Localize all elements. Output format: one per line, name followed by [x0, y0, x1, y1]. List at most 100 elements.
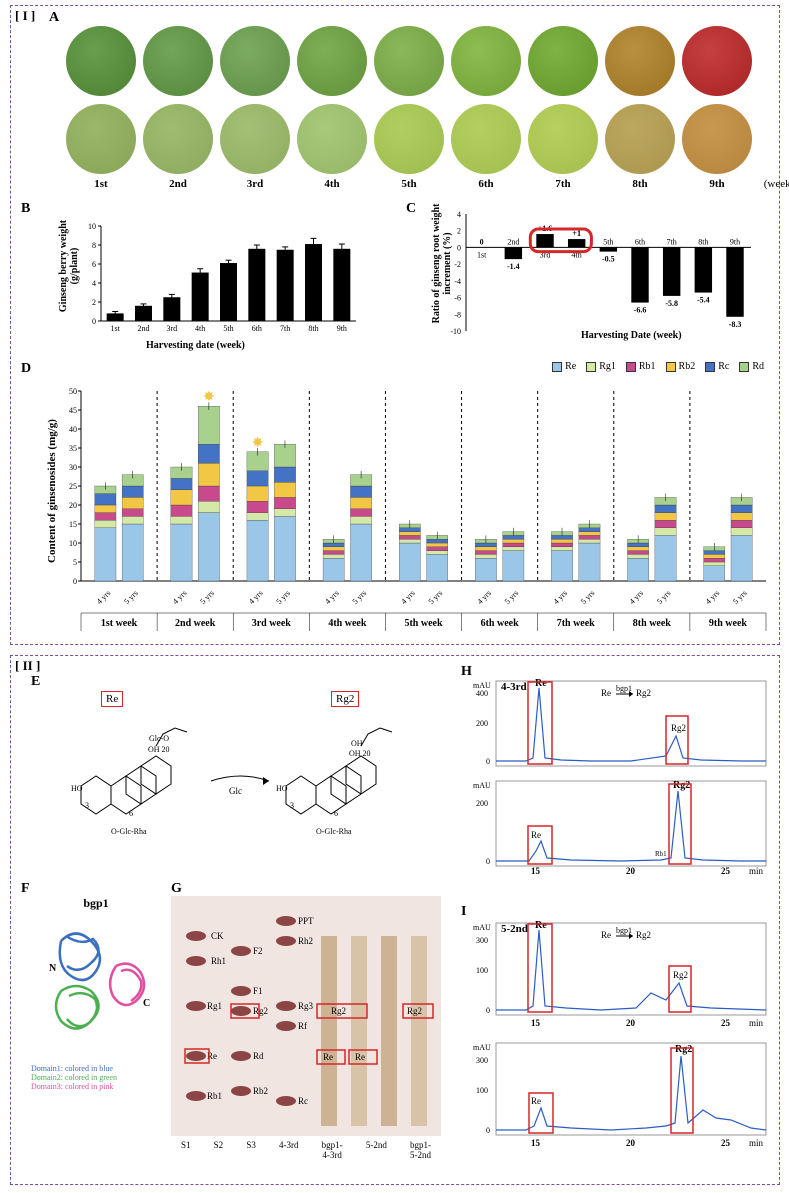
lane-s2: S2: [214, 1140, 224, 1160]
week-label: 3rd: [220, 178, 290, 190]
H-top: mAU 400 200 0 Re Rg2 Re Rg2 bgp1: [471, 676, 771, 776]
panelH-area: 4-3rd mAU 400 200 0 Re Rg2 Re Rg2 bgp1 m…: [471, 676, 771, 886]
svg-text:2nd week: 2nd week: [175, 618, 216, 629]
svg-text:1st: 1st: [477, 250, 487, 259]
svg-text:mAU: mAU: [473, 923, 491, 932]
svg-text:-1.4: -1.4: [507, 262, 520, 271]
svg-text:6: 6: [92, 260, 96, 269]
chartB-svg: 02468101st2nd3rd4th5th6th7th8th9th: [66, 216, 366, 346]
svg-text:7th week: 7th week: [557, 618, 595, 629]
powder-photo: [682, 104, 752, 174]
svg-text:Rg2: Rg2: [675, 1044, 692, 1055]
svg-text:4 yrs: 4 yrs: [247, 588, 265, 606]
svg-text:200: 200: [476, 719, 488, 728]
sub-I: I: [461, 904, 466, 920]
svg-text:4 yrs: 4 yrs: [628, 588, 646, 606]
F-leg1: Domain1: colored in blue: [31, 1064, 161, 1073]
svg-text:25: 25: [721, 1138, 731, 1148]
svg-text:5 yrs: 5 yrs: [198, 588, 216, 606]
svg-text:4: 4: [457, 210, 461, 219]
lane-bgp52: bgp1- 5-2nd: [410, 1140, 431, 1160]
powder-photo: [297, 104, 367, 174]
svg-text:-5.4: -5.4: [697, 296, 710, 305]
I-top: mAU 300 100 0 Re Rg2 Re Rg2 bgp1 15 20 2…: [471, 918, 771, 1028]
svg-text:5: 5: [73, 558, 77, 567]
svg-text:45: 45: [69, 406, 77, 415]
svg-text:0: 0: [486, 857, 490, 866]
powder-photo: [143, 104, 213, 174]
svg-text:7th: 7th: [667, 237, 677, 246]
E-Rg2-label: Rg2: [331, 691, 359, 707]
powder-photo: [528, 104, 598, 174]
svg-text:6th: 6th: [252, 324, 262, 333]
svg-text:Rg2: Rg2: [253, 1006, 268, 1016]
gel-lanes: S1 S2 S3 4-3rd bgp1- 4-3rd 5-2nd bgp1- 5…: [181, 1140, 431, 1160]
svg-text:Rg2: Rg2: [636, 688, 651, 698]
svg-text:8th: 8th: [698, 237, 708, 246]
svg-text:Rb1: Rb1: [207, 1091, 222, 1101]
svg-text:-8: -8: [454, 310, 461, 319]
svg-text:5 yrs: 5 yrs: [427, 588, 445, 606]
powder-photo: [66, 104, 136, 174]
svg-text:F2: F2: [253, 946, 263, 956]
svg-text:min: min: [749, 1018, 764, 1028]
svg-text:6: 6: [334, 809, 338, 818]
week-label: 7th: [528, 178, 598, 190]
svg-text:Glc: Glc: [229, 786, 242, 796]
svg-text:20: 20: [626, 1018, 636, 1028]
week-labels-row: 1st2nd3rd4th5th6th7th8th9th(week): [66, 178, 789, 190]
lane-bgp43: bgp1- 4-3rd: [322, 1140, 343, 1160]
svg-text:5th: 5th: [223, 324, 233, 333]
svg-text:5 yrs: 5 yrs: [351, 588, 369, 606]
E-structures: HO 3 6 O-Glc-Rha Glc-O OH 20 Glc HO OH O…: [51, 686, 431, 846]
svg-text:2nd: 2nd: [507, 237, 519, 246]
chartB: 02468101st2nd3rd4th5th6th7th8th9th Ginse…: [66, 216, 366, 346]
powder-photo: [451, 104, 521, 174]
svg-text:Re: Re: [535, 678, 547, 689]
svg-text:HO: HO: [71, 784, 83, 793]
chartC-xlabel: Harvesting Date (week): [581, 330, 682, 341]
svg-text:Rc: Rc: [298, 1096, 308, 1106]
svg-text:6: 6: [129, 809, 133, 818]
svg-text:15: 15: [531, 866, 541, 876]
svg-text:5 yrs: 5 yrs: [579, 588, 597, 606]
svg-text:5th week: 5th week: [404, 618, 442, 629]
powder-photos-row: [66, 104, 752, 174]
svg-text:5 yrs: 5 yrs: [503, 588, 521, 606]
svg-text:Rh2: Rh2: [298, 936, 313, 946]
svg-text:20: 20: [626, 1138, 636, 1148]
svg-text:Rg3: Rg3: [298, 1001, 314, 1011]
chartC: -10-8-6-4-202401st-1.42nd+1.63rd+14th-0.…: [431, 206, 761, 346]
svg-text:300: 300: [476, 1056, 488, 1065]
svg-text:0: 0: [480, 237, 484, 246]
svg-text:Re: Re: [531, 830, 541, 840]
chartD: 051015202530354045504 yrs5 yrs1st week4 …: [51, 381, 771, 636]
svg-text:-5.8: -5.8: [665, 299, 678, 308]
svg-text:100: 100: [476, 1086, 488, 1095]
svg-text:9th week: 9th week: [709, 618, 747, 629]
week-label: 5th: [374, 178, 444, 190]
svg-text:Rg2: Rg2: [407, 1006, 422, 1016]
svg-text:Rf: Rf: [298, 1021, 307, 1031]
panel-I: [ I ] A 1st2nd3rd4th5th6th7th8th9th(week…: [10, 5, 780, 645]
svg-text:Rg2: Rg2: [331, 1006, 346, 1016]
berry-photo: [143, 26, 213, 96]
I-bot: mAU 300 100 0 Re Rg2 15 20 25 min: [471, 1038, 771, 1148]
week-label: 4th: [297, 178, 367, 190]
svg-text:4 yrs: 4 yrs: [475, 588, 493, 606]
svg-text:OH: OH: [351, 739, 363, 748]
berry-photo: [605, 26, 675, 96]
svg-text:4 yrs: 4 yrs: [323, 588, 341, 606]
svg-text:F1: F1: [253, 986, 263, 996]
svg-text:20: 20: [69, 501, 77, 510]
berry-photo: [682, 26, 752, 96]
svg-text:40: 40: [69, 425, 77, 434]
svg-text:20: 20: [626, 866, 636, 876]
svg-text:0: 0: [486, 1126, 490, 1135]
svg-text:Rb1: Rb1: [655, 850, 667, 858]
svg-text:5 yrs: 5 yrs: [655, 588, 673, 606]
svg-text:4 yrs: 4 yrs: [95, 588, 113, 606]
svg-text:-4: -4: [454, 277, 461, 286]
svg-text:Re: Re: [601, 930, 611, 940]
svg-text:O-Glc-Rha: O-Glc-Rha: [111, 827, 147, 836]
